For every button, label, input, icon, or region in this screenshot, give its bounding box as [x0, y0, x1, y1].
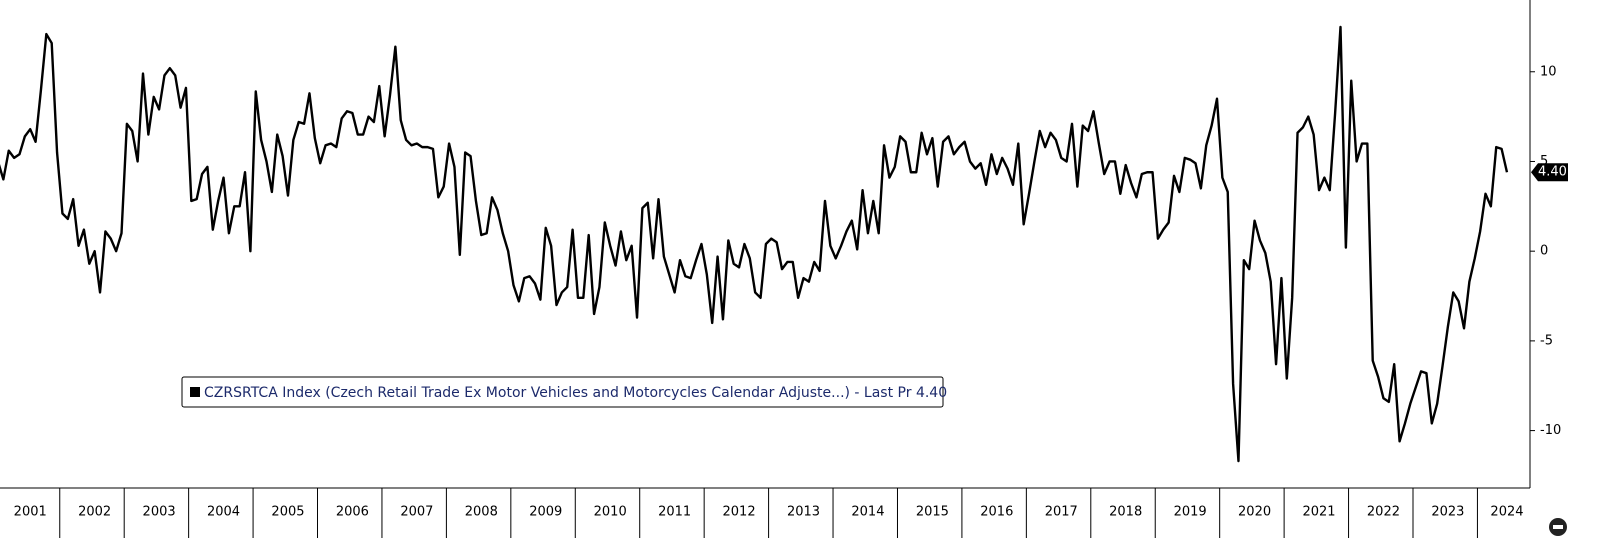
y-tick-label: 10 — [1540, 64, 1557, 79]
y-tick-label: 5 — [1540, 154, 1548, 169]
x-tick-label: 2013 — [787, 505, 820, 520]
x-tick-label: 2023 — [1431, 505, 1464, 520]
x-tick-label: 2024 — [1490, 505, 1523, 520]
x-tick-label: 2019 — [1174, 505, 1207, 520]
last-price-label: 4.40 — [1538, 165, 1567, 180]
x-tick-label: 2002 — [78, 505, 111, 520]
x-tick-label: 2015 — [916, 505, 949, 520]
x-tick-label: 2007 — [400, 505, 433, 520]
menu-icon-glyph — [1553, 525, 1563, 529]
x-tick-label: 2014 — [851, 505, 884, 520]
last-price-tag — [1531, 163, 1568, 182]
legend: CZRSRTCA Index (Czech Retail Trade Ex Mo… — [181, 376, 947, 408]
x-tick-label: 2005 — [271, 505, 304, 520]
x-tick-label: 2012 — [723, 505, 756, 520]
x-tick-label: 2008 — [465, 505, 498, 520]
x-tick-label: 2020 — [1238, 505, 1271, 520]
x-tick-label: 2022 — [1367, 505, 1400, 520]
legend-swatch — [190, 387, 200, 397]
x-tick-label: 2010 — [594, 505, 627, 520]
x-tick-label: 2018 — [1109, 505, 1142, 520]
x-tick-label: 2004 — [207, 505, 240, 520]
x-tick-label: 2003 — [143, 505, 176, 520]
series-line — [0, 25, 1509, 463]
x-tick-label: 2011 — [658, 505, 691, 520]
x-tick-label: 2001 — [14, 505, 47, 520]
legend-label: CZRSRTCA Index (Czech Retail Trade Ex Mo… — [204, 385, 947, 401]
legend-box — [181, 376, 944, 408]
x-tick-label: 2021 — [1302, 505, 1335, 520]
y-tick-label: -5 — [1540, 333, 1553, 348]
x-tick-label: 2006 — [336, 505, 369, 520]
x-tick-label: 2016 — [980, 505, 1013, 520]
y-tick-label: 0 — [1540, 244, 1548, 259]
x-tick-label: 2017 — [1045, 505, 1078, 520]
y-tick-label: -10 — [1540, 423, 1561, 438]
x-tick-label: 2009 — [529, 505, 562, 520]
